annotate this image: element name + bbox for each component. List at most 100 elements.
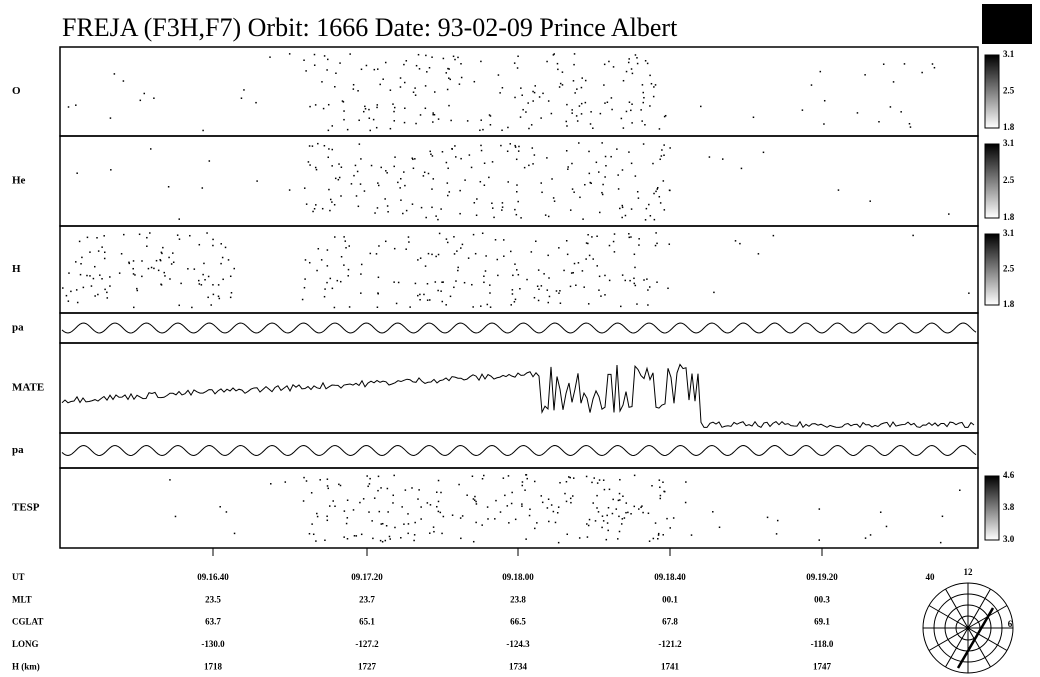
texture-dot — [548, 277, 550, 279]
texture-dot — [757, 253, 760, 255]
texture-dot — [428, 67, 431, 69]
texture-dot — [483, 162, 486, 165]
texture-dot — [510, 502, 513, 505]
texture-dot — [801, 109, 804, 111]
texture-dot — [344, 240, 347, 242]
texture-dot — [326, 265, 329, 267]
texture-dot — [662, 534, 664, 536]
texture-dot — [397, 181, 399, 184]
texture-dot — [403, 171, 405, 173]
texture-dot — [484, 270, 487, 272]
texture-dot — [472, 233, 475, 236]
texture-dot — [819, 70, 822, 73]
texture-dot — [579, 196, 581, 199]
texture-dot — [885, 525, 888, 528]
texture-dot — [489, 292, 491, 294]
texture-dot — [525, 111, 527, 113]
texture-dot — [377, 184, 380, 187]
texture-dot — [552, 54, 555, 56]
texture-dot — [458, 83, 461, 85]
texture-dot — [517, 55, 519, 58]
texture-dot — [147, 267, 150, 270]
texture-dot — [499, 511, 502, 513]
texture-dot — [604, 102, 606, 104]
texture-dot — [931, 63, 934, 65]
texture-dot — [453, 236, 455, 238]
texture-dot — [170, 263, 173, 265]
texture-dot — [909, 126, 912, 128]
texture-dot — [507, 126, 509, 129]
texture-dot — [109, 285, 111, 287]
texture-dot — [483, 184, 486, 186]
texture-dot — [514, 96, 516, 99]
texture-dot — [565, 150, 568, 152]
texture-dot — [382, 78, 384, 80]
texture-dot — [459, 212, 461, 215]
texture-dot — [101, 246, 103, 248]
texture-dot — [198, 243, 201, 246]
texture-dot — [197, 279, 200, 282]
texture-dot — [625, 70, 628, 73]
texture-dot — [365, 64, 368, 67]
texture-dot — [336, 279, 339, 282]
texture-dot — [452, 55, 455, 58]
texture-dot — [685, 481, 687, 483]
texture-dot — [417, 259, 419, 261]
texture-dot — [134, 274, 136, 276]
texture-dot — [501, 87, 504, 89]
polar-label: 12 — [964, 567, 974, 577]
texture-dot — [380, 166, 382, 169]
texture-dot — [400, 537, 402, 539]
texture-dot — [203, 262, 205, 265]
texture-dot — [521, 503, 523, 505]
texture-dot — [577, 262, 580, 264]
ephem-name: UT — [12, 572, 25, 582]
texture-dot — [423, 171, 426, 174]
texture-dot — [504, 494, 506, 497]
texture-line — [61, 363, 975, 429]
texture-dot — [634, 266, 636, 269]
texture-dot — [448, 77, 450, 79]
texture-dot — [394, 156, 396, 158]
texture-dot — [101, 278, 103, 280]
texture-dot — [316, 269, 318, 272]
texture-dot — [864, 74, 866, 76]
texture-dot — [153, 267, 155, 270]
colorbar-tick: 1.8 — [1003, 212, 1015, 222]
texture-dot — [340, 195, 342, 197]
texture-dot — [326, 69, 328, 71]
ephem-value: 00.1 — [662, 594, 678, 604]
texture-dot — [566, 533, 568, 536]
texture-dot — [483, 275, 485, 277]
texture-dot — [654, 522, 657, 524]
texture-dot — [432, 113, 434, 116]
texture-dot — [721, 158, 724, 160]
texture-dot — [334, 505, 336, 508]
texture-dot — [517, 200, 519, 203]
texture-dot — [628, 236, 631, 239]
texture-dot — [446, 88, 449, 91]
texture-dot — [407, 236, 410, 238]
texture-dot — [104, 288, 106, 291]
texture-dot — [837, 189, 840, 191]
texture-dot — [501, 206, 504, 208]
texture-dot — [959, 489, 961, 491]
texture-dot — [355, 535, 358, 537]
texture-dot — [118, 272, 121, 274]
texture-dot — [455, 156, 457, 158]
texture-dot — [329, 209, 331, 212]
texture-dot — [708, 156, 711, 158]
texture-dot — [642, 101, 645, 104]
texture-dot — [343, 110, 345, 112]
texture-dot — [139, 99, 142, 102]
texture-dot — [621, 216, 623, 219]
polar-spoke — [945, 627, 969, 668]
texture-dot — [358, 143, 361, 145]
texture-dot — [533, 296, 536, 299]
texture-dot — [656, 242, 658, 245]
texture-dot — [431, 206, 433, 209]
texture-dot — [489, 115, 492, 117]
texture-dot — [407, 513, 409, 515]
texture-dot — [503, 255, 505, 257]
texture-dot — [326, 515, 328, 518]
